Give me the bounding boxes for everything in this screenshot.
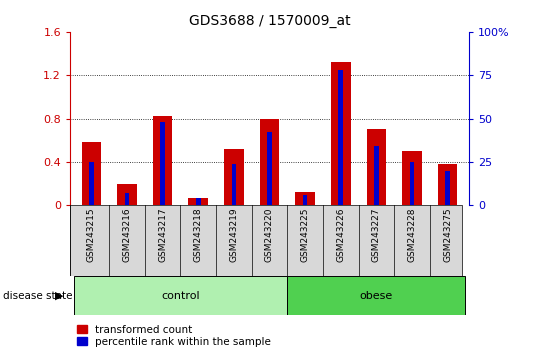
Text: GSM243220: GSM243220 [265,207,274,262]
Bar [331,62,350,205]
Bar [74,276,287,315]
Bar [295,192,315,205]
Bar [374,146,379,205]
Bar [125,193,129,205]
Text: GSM243225: GSM243225 [301,207,309,262]
Bar [438,164,458,205]
Bar [153,116,172,205]
Bar [224,149,244,205]
Bar [402,151,421,205]
Bar [287,276,465,315]
Bar [445,171,450,205]
Bar [260,119,279,205]
Bar [338,70,343,205]
Text: GSM243226: GSM243226 [336,207,345,262]
Text: GSM243275: GSM243275 [443,207,452,262]
Bar [196,198,201,205]
Text: obese: obese [360,291,393,301]
Text: GSM243215: GSM243215 [87,207,96,262]
Text: control: control [161,291,200,301]
Bar [232,164,236,205]
Text: GSM243228: GSM243228 [407,207,417,262]
Bar [81,142,101,205]
Text: ▶: ▶ [55,291,64,301]
Text: GSM243217: GSM243217 [158,207,167,262]
Title: GDS3688 / 1570009_at: GDS3688 / 1570009_at [189,14,350,28]
Bar [160,122,165,205]
Text: disease state: disease state [3,291,72,301]
Text: GSM243219: GSM243219 [230,207,238,262]
Text: GSM243216: GSM243216 [122,207,132,262]
Bar [189,198,208,205]
Text: GSM243227: GSM243227 [372,207,381,262]
Bar [89,162,94,205]
Legend: transformed count, percentile rank within the sample: transformed count, percentile rank withi… [75,322,273,349]
Bar [367,130,386,205]
Bar [118,184,137,205]
Bar [267,132,272,205]
Text: GSM243218: GSM243218 [194,207,203,262]
Bar [303,195,307,205]
Bar [410,162,414,205]
